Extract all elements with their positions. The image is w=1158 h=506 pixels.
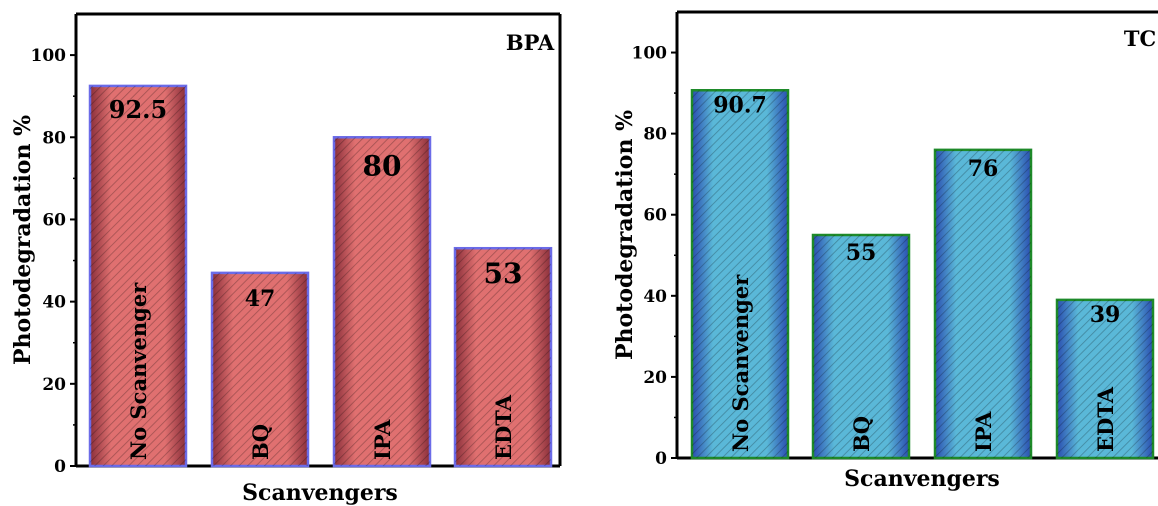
y-tick-label: 0 — [54, 457, 66, 477]
bar-value-label: 55 — [846, 240, 877, 266]
y-tick-label: 80 — [42, 128, 66, 148]
category-label: EDTA — [491, 394, 516, 460]
y-axis-title: Photodegradation % — [612, 110, 638, 360]
bar-value-label: 92.5 — [109, 95, 167, 124]
panel-title: TC — [1124, 26, 1156, 51]
bar-value-label: 80 — [363, 149, 402, 182]
bar-hatch — [334, 137, 430, 467]
bar-hatch — [935, 149, 1031, 458]
tc-chart-panel: 0 20 40 60 80 100 90.7 No Scanvenger 55 BQ 76 IPA 39… — [612, 10, 1158, 492]
y-tick-label: 100 — [632, 44, 668, 64]
x-axis-title: Scanvengers — [242, 480, 398, 506]
x-axis-title: Scanvengers — [844, 466, 1000, 492]
bar-hatch — [455, 248, 551, 466]
category-label: IPA — [971, 411, 996, 452]
y-tick-label: 80 — [643, 125, 667, 145]
category-label: EDTA — [1093, 386, 1118, 452]
bar-value-label: 76 — [968, 156, 999, 182]
y-tick-label: 60 — [643, 206, 667, 226]
category-label: IPA — [370, 419, 395, 460]
category-label: BQ — [248, 424, 273, 460]
y-tick-label: 100 — [31, 46, 67, 66]
bar-hatch — [212, 272, 308, 466]
panel-title: BPA — [506, 30, 555, 55]
bpa-chart-panel: 0 20 40 60 80 100 92.5 No Scanvenger 47 BQ 80 IPA 53… — [10, 12, 562, 506]
category-label: No Scanvenger — [126, 282, 151, 460]
y-tick-label: 20 — [643, 368, 667, 388]
y-tick-label: 60 — [42, 210, 66, 230]
bar-hatch — [692, 90, 788, 459]
y-tick-label: 40 — [643, 287, 667, 307]
bar-value-label: 39 — [1090, 302, 1121, 328]
bar-value-label: 53 — [484, 257, 523, 290]
bar-hatch — [813, 235, 909, 458]
y-axis-title: Photodegradation % — [10, 115, 36, 365]
y-tick-label: 0 — [655, 449, 667, 469]
bar-value-label: 47 — [245, 286, 276, 312]
bar-value-label: 90.7 — [713, 92, 767, 118]
category-label: No Scanvenger — [728, 274, 753, 452]
y-tick-label: 40 — [42, 293, 66, 313]
y-tick-label: 20 — [42, 375, 66, 395]
category-label: BQ — [849, 416, 874, 452]
bar-hatch — [1057, 299, 1153, 458]
bar-hatch — [90, 85, 186, 466]
